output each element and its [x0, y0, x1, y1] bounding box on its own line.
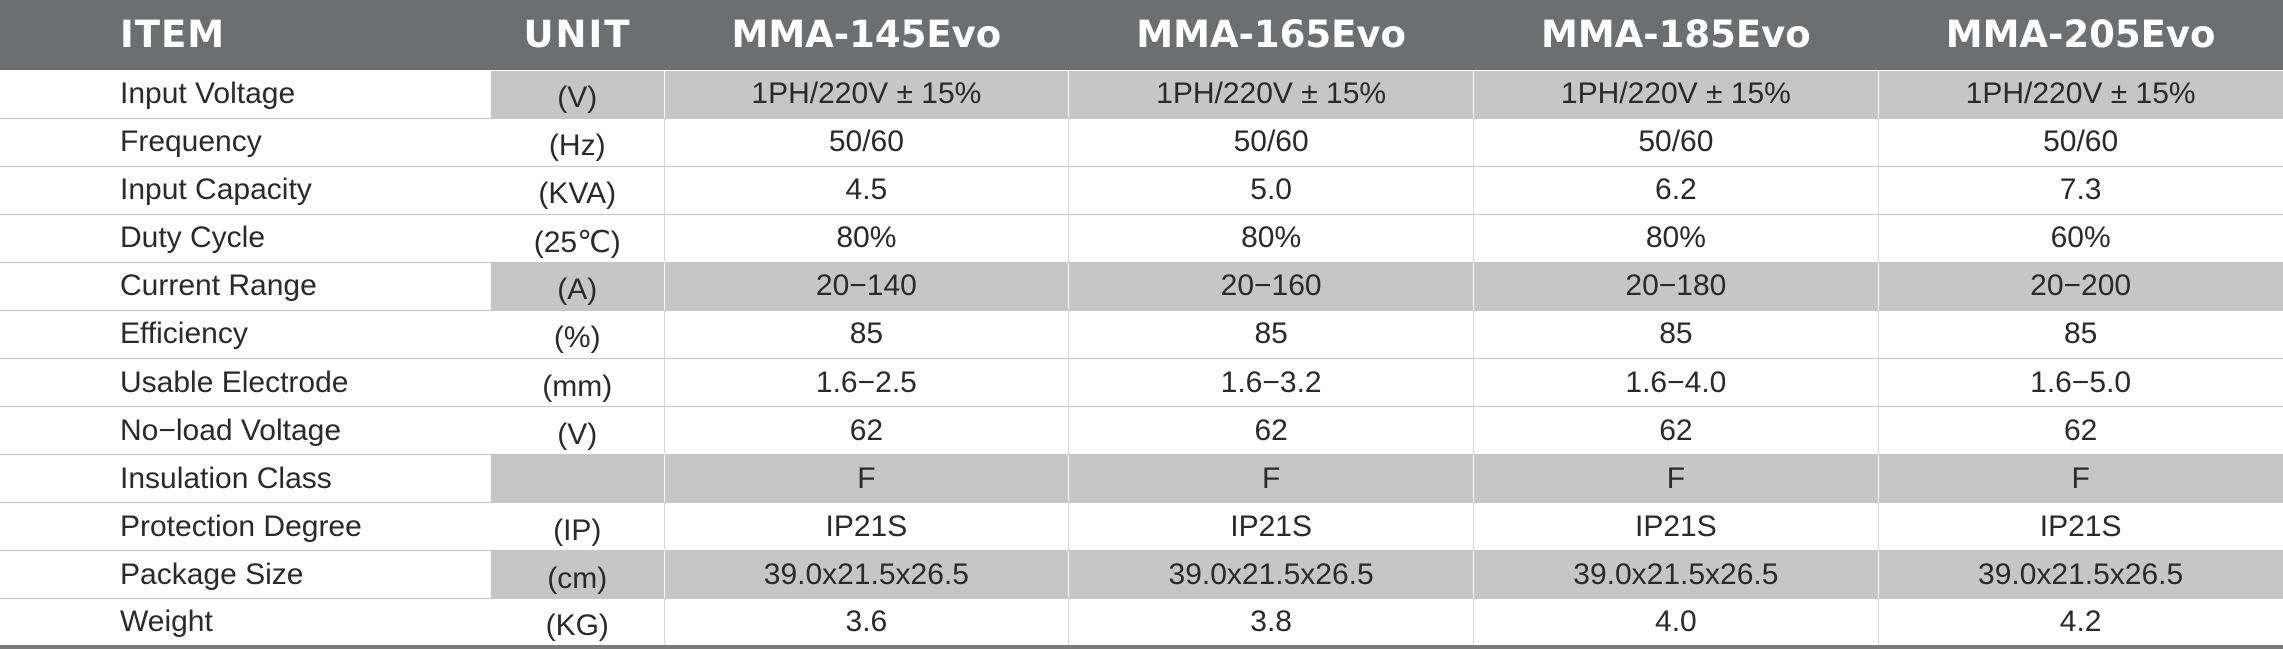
row-value-mma-205evo: 4.2 [1878, 598, 2283, 649]
row-item-label: Duty Cycle [0, 214, 491, 263]
row-item-label: No−load Voltage [0, 406, 491, 456]
row-unit: (25℃) [491, 214, 665, 263]
row-value-mma-185evo: 4.0 [1473, 598, 1879, 649]
row-value-mma-165evo: IP21S [1068, 502, 1474, 552]
row-value-mma-145evo: IP21S [664, 502, 1070, 552]
row-value-mma-165evo: 1PH/220V ± 15% [1068, 70, 1474, 119]
row-unit: (KG) [491, 598, 665, 649]
row-value-mma-185evo: 85 [1473, 310, 1879, 359]
row-value-mma-185evo: 62 [1473, 406, 1879, 456]
row-value-mma-185evo: 39.0x21.5x26.5 [1473, 550, 1879, 600]
row-value-mma-185evo: 50/60 [1473, 118, 1879, 167]
row-value-mma-165evo: 80% [1068, 214, 1474, 263]
row-value-mma-205evo: 1PH/220V ± 15% [1878, 70, 2283, 119]
row-value-mma-145evo: 85 [664, 310, 1070, 359]
table-row: Duty Cycle (25℃) 80% 80% 80% 60% [0, 214, 2283, 263]
row-unit: (V) [491, 406, 665, 456]
table-row: Package Size (cm) 39.0x21.5x26.5 39.0x21.5x… [0, 550, 2283, 600]
table-row: No−load Voltage (V) 62 62 62 62 [0, 406, 2283, 456]
row-value-mma-165evo: 85 [1068, 310, 1474, 359]
row-unit: (V) [491, 70, 665, 119]
table-row: Input Capacity (KVA) 4.5 5.0 6.2 7.3 [0, 166, 2283, 215]
row-value-mma-165evo: 1.6−3.2 [1068, 358, 1474, 408]
row-value-mma-145evo: 50/60 [664, 118, 1070, 167]
row-value-mma-145evo: 62 [664, 406, 1070, 456]
table-row: Weight (KG) 3.6 3.8 4.0 4.2 [0, 598, 2283, 649]
row-value-mma-145evo: 39.0x21.5x26.5 [664, 550, 1070, 600]
row-value-mma-145evo: F [664, 454, 1070, 504]
row-item-label: Protection Degree [0, 502, 491, 552]
row-value-mma-145evo: 1.6−2.5 [664, 358, 1070, 408]
table-row: Efficiency (%) 85 85 85 85 [0, 310, 2283, 359]
row-value-mma-185evo: IP21S [1473, 502, 1879, 552]
header-row: ITEM UNIT MMA-145Evo MMA-165Evo MMA-185E… [0, 0, 2283, 71]
row-unit: (KVA) [491, 166, 665, 215]
row-value-mma-185evo: 80% [1473, 214, 1879, 263]
row-value-mma-205evo: F [1878, 454, 2283, 504]
row-unit: (mm) [491, 358, 665, 408]
row-value-mma-165evo: 5.0 [1068, 166, 1474, 215]
row-value-mma-205evo: 50/60 [1878, 118, 2283, 167]
header-unit: UNIT [491, 0, 664, 71]
row-item-label: Usable Electrode [0, 358, 491, 408]
row-value-mma-185evo: F [1473, 454, 1879, 504]
row-item-label: Efficiency [0, 310, 491, 359]
row-item-label: Input Voltage [0, 70, 491, 119]
row-value-mma-145evo: 3.6 [664, 598, 1070, 649]
row-value-mma-185evo: 20−180 [1473, 262, 1879, 311]
row-value-mma-205evo: 20−200 [1878, 262, 2283, 311]
row-item-label: Insulation Class [0, 454, 491, 504]
row-value-mma-205evo: 1.6−5.0 [1878, 358, 2283, 408]
header-model-145: MMA-145Evo [664, 0, 1069, 71]
header-item: ITEM [0, 0, 491, 71]
row-value-mma-165evo: F [1068, 454, 1474, 504]
row-unit: (Hz) [491, 118, 665, 167]
table-row: Protection Degree (IP) IP21S IP21S IP21S IP21… [0, 502, 2283, 552]
row-value-mma-165evo: 39.0x21.5x26.5 [1068, 550, 1474, 600]
row-value-mma-145evo: 4.5 [664, 166, 1070, 215]
row-value-mma-165evo: 50/60 [1068, 118, 1474, 167]
row-value-mma-205evo: 62 [1878, 406, 2283, 456]
row-value-mma-185evo: 1.6−4.0 [1473, 358, 1879, 408]
row-item-label: Weight [0, 598, 491, 649]
row-unit [491, 454, 665, 504]
table-row: Input Voltage (V) 1PH/220V ± 15% 1PH/220V ±… [0, 70, 2283, 119]
row-item-label: Package Size [0, 550, 491, 600]
row-unit: (IP) [491, 502, 665, 552]
row-value-mma-205evo: 39.0x21.5x26.5 [1878, 550, 2283, 600]
row-value-mma-185evo: 1PH/220V ± 15% [1473, 70, 1879, 119]
row-value-mma-205evo: 7.3 [1878, 166, 2283, 215]
row-item-label: Frequency [0, 118, 491, 167]
table-row: Current Range (A) 20−140 20−160 20−180 20−200 [0, 262, 2283, 311]
table-row: Frequency (Hz) 50/60 50/60 50/60 50/60 [0, 118, 2283, 167]
row-value-mma-205evo: IP21S [1878, 502, 2283, 552]
row-value-mma-145evo: 20−140 [664, 262, 1070, 311]
row-value-mma-205evo: 60% [1878, 214, 2283, 263]
header-model-205: MMA-205Evo [1878, 0, 2283, 71]
row-value-mma-165evo: 62 [1068, 406, 1474, 456]
row-value-mma-165evo: 3.8 [1068, 598, 1474, 649]
row-item-label: Current Range [0, 262, 491, 311]
table-row: Insulation Class F F F F [0, 454, 2283, 504]
row-value-mma-145evo: 80% [664, 214, 1070, 263]
row-unit: (%) [491, 310, 665, 359]
row-value-mma-185evo: 6.2 [1473, 166, 1879, 215]
row-value-mma-205evo: 85 [1878, 310, 2283, 359]
row-unit: (cm) [491, 550, 665, 600]
table-row: Usable Electrode (mm) 1.6−2.5 1.6−3.2 1.6−4.… [0, 358, 2283, 408]
row-value-mma-165evo: 20−160 [1068, 262, 1474, 311]
row-item-label: Input Capacity [0, 166, 491, 215]
header-model-185: MMA-185Evo [1473, 0, 1879, 71]
row-unit: (A) [491, 262, 665, 311]
row-value-mma-145evo: 1PH/220V ± 15% [664, 70, 1070, 119]
header-model-165: MMA-165Evo [1068, 0, 1474, 71]
